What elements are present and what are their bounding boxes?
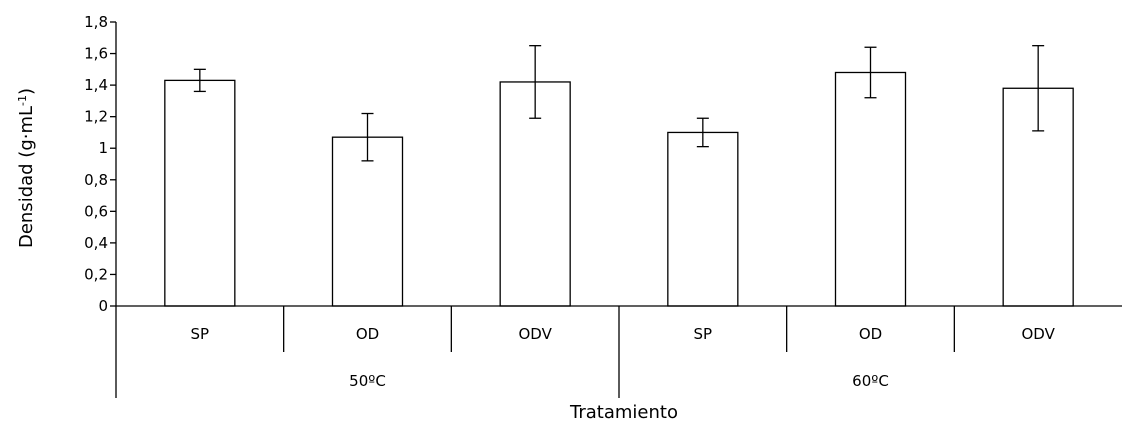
y-tick-label: 0,4: [84, 234, 108, 252]
x-category-label: ODV: [518, 325, 552, 343]
x-group-label: 60ºC: [852, 372, 889, 390]
bar: [164, 79, 236, 307]
y-tick-label: 1: [98, 139, 108, 157]
x-group-label: 50ºC: [349, 372, 386, 390]
bar: [331, 136, 404, 307]
y-axis-title: Densidad (g·mL-1): [16, 88, 38, 248]
bar: [667, 131, 739, 307]
error-bars: [193, 45, 1045, 162]
bars: [164, 71, 1074, 307]
x-category-label: OD: [356, 325, 379, 343]
x-axis-title: Tratamiento: [569, 402, 678, 423]
y-tick-label: 0: [98, 297, 108, 315]
y-tick-label: 1,8: [84, 13, 108, 31]
y-tick-label: 0,6: [84, 202, 108, 220]
x-category-label: OD: [859, 325, 882, 343]
x-category-label: ODV: [1021, 325, 1055, 343]
y-tick-label: 1,6: [84, 45, 108, 63]
x-category-label: SP: [694, 325, 713, 343]
x-category-label: SP: [191, 325, 210, 343]
y-tick-label: 1,2: [84, 108, 108, 126]
y-axis-ticks: 0 0,2 0,4 0,6 0,8 1 1,2 1,4 1,6 1,8: [84, 13, 116, 315]
y-tick-label: 0,2: [84, 265, 108, 283]
y-tick-label: 0,8: [84, 171, 108, 189]
y-tick-label: 1,4: [84, 76, 108, 94]
bar: [834, 71, 907, 307]
x-axis-categories: SP OD ODV SP OD ODV 50ºC 60ºC: [115, 306, 1056, 398]
